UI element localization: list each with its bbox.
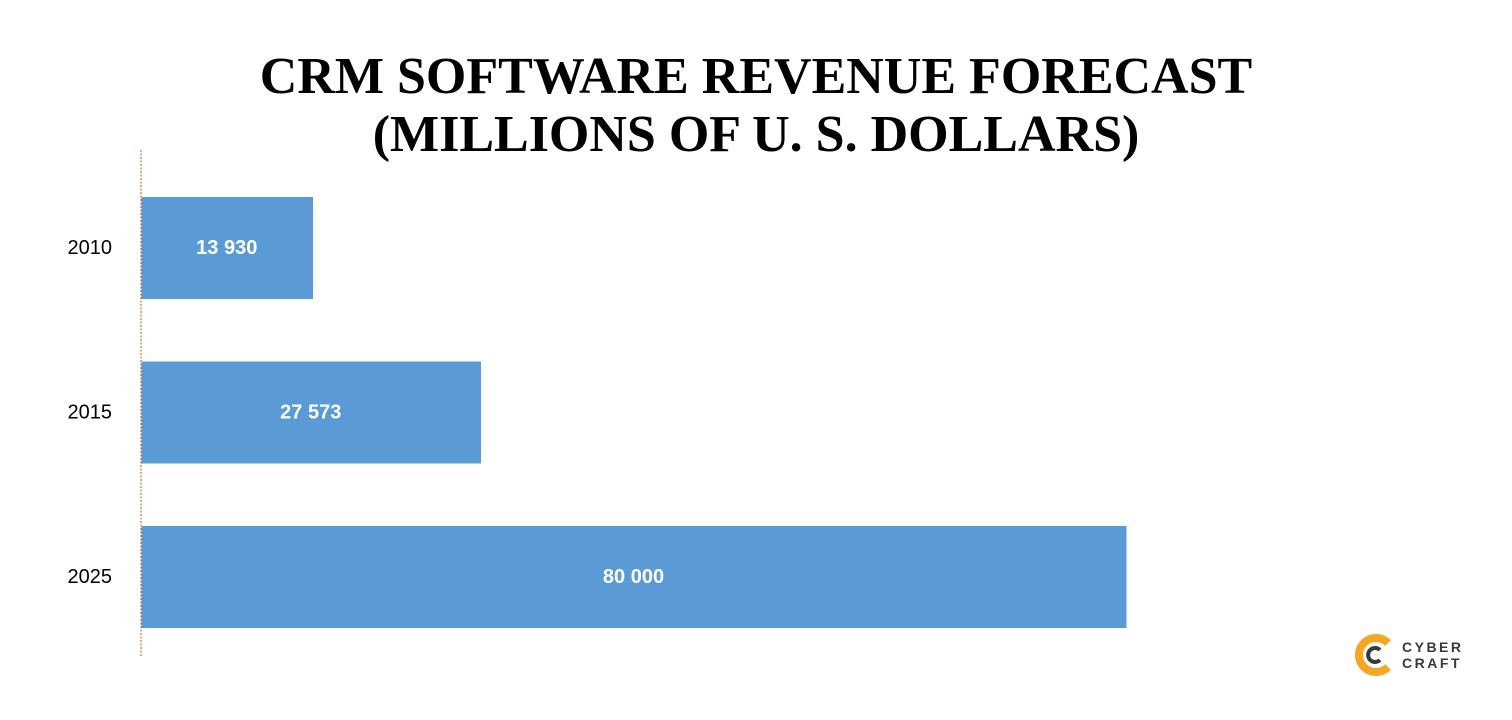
data-label-2010: 13 930 [196,237,257,259]
data-label-2015: 27 573 [280,402,341,424]
cybercraft-logo: CYBER CRAFT [1352,633,1482,679]
bar-2010 [141,197,314,299]
data-label-2025: 80 000 [603,566,664,588]
category-label-2015: 2015 [68,402,113,424]
category-label-2025: 2025 [68,566,113,588]
logo-text-line-2: CRAFT [1402,655,1462,671]
logo-text-line-1: CYBER [1402,639,1464,655]
c-ring-logo-icon [1354,634,1391,676]
category-label-2010: 2010 [68,237,113,259]
chart-title-line-1: CRM SOFTWARE REVENUE FORECAST [259,48,1253,105]
chart-title-line-2: (MILLIONS OF U. S. DOLLARS) [372,106,1140,163]
bar-2025 [141,526,1127,628]
chart-title: CRM SOFTWARE REVENUE FORECAST (MILLIONS … [0,48,1512,164]
bar-2015 [141,361,481,464]
logo-text: CYBER CRAFT [1402,639,1464,671]
